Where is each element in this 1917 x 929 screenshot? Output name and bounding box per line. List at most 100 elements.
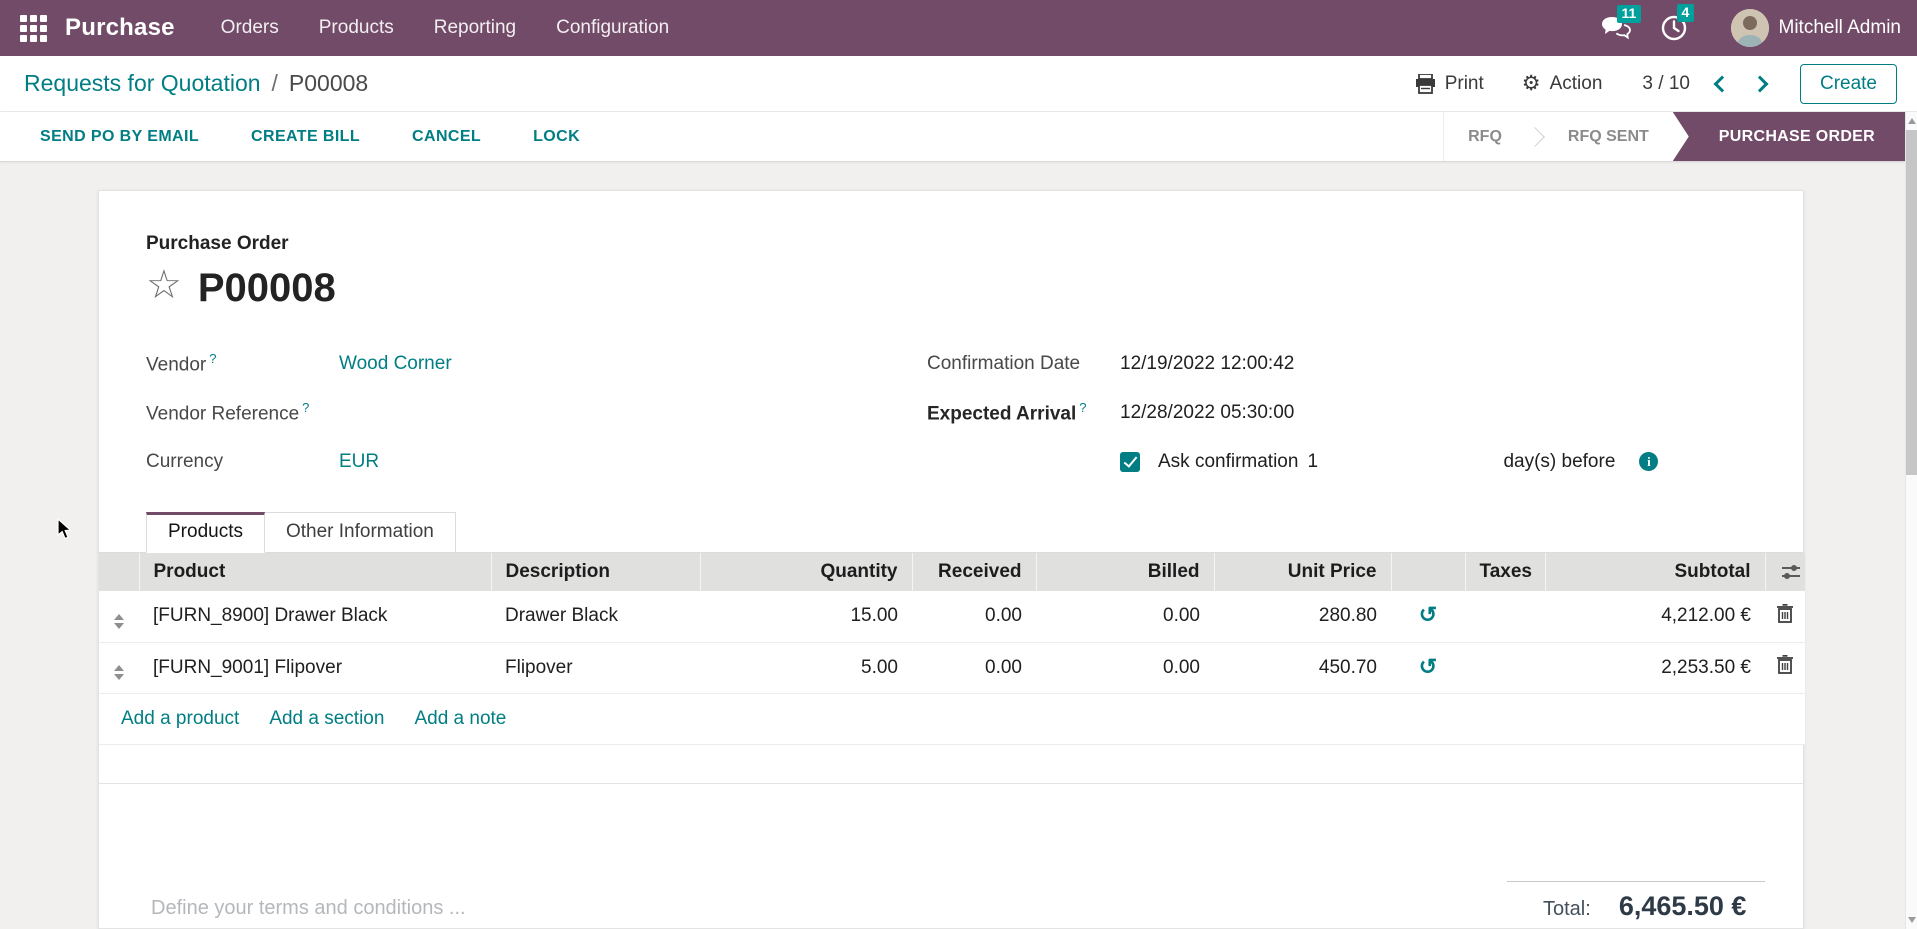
pager-next-icon[interactable] [1751, 75, 1769, 92]
tab-other-information[interactable]: Other Information [264, 512, 456, 552]
vertical-scrollbar[interactable] [1905, 112, 1917, 929]
menu-configuration[interactable]: Configuration [556, 17, 670, 38]
scroll-up-icon[interactable] [1908, 118, 1916, 124]
menu-products[interactable]: Products [318, 17, 394, 38]
ask-confirmation-suffix: day(s) before [1503, 450, 1616, 472]
help-icon: ? [209, 350, 217, 366]
tab-products[interactable]: Products [146, 512, 265, 553]
messages-count-badge: 11 [1616, 5, 1642, 24]
print-label: Print [1444, 72, 1484, 94]
cell-billed[interactable]: 0.00 [1036, 591, 1214, 642]
send-po-by-email-button[interactable]: SEND PO BY EMAIL [40, 127, 200, 145]
app-name[interactable]: Purchase [65, 14, 175, 41]
total-box: Total: 6,465.50 € [1507, 881, 1765, 922]
col-subtotal: Subtotal [1544, 553, 1765, 591]
terms-placeholder[interactable]: Define your terms and conditions ... [151, 897, 466, 919]
add-a-section-link[interactable]: Add a section [269, 707, 385, 729]
col-quantity: Quantity [699, 553, 912, 591]
currency-label: Currency [146, 450, 224, 472]
action-button[interactable]: ⚙ Action [1522, 73, 1603, 95]
drag-handle-icon[interactable] [114, 665, 124, 680]
cell-quantity[interactable]: 5.00 [700, 641, 912, 693]
cell-unit-price[interactable]: 280.80 [1214, 591, 1391, 642]
confirmation-date-field-row: Confirmation Date 12/19/2022 12:00:42 [927, 339, 1717, 388]
top-navbar: Purchase Orders Products Reporting Confi… [0, 0, 1917, 56]
cell-taxes[interactable] [1465, 591, 1545, 642]
vendor-value[interactable]: Wood Corner [339, 352, 452, 374]
history-column-header [1390, 553, 1465, 591]
create-bill-button[interactable]: CREATE BILL [251, 127, 361, 145]
currency-value[interactable]: EUR [339, 450, 380, 472]
table-row: [FURN_9001] Flipover Flipover 5.00 0.00 … [99, 641, 1805, 693]
user-name[interactable]: Mitchell Admin [1778, 17, 1902, 38]
status-step-rfq-sent[interactable]: RFQ SENT [1567, 127, 1649, 145]
add-line-row: Add a product Add a section Add a note [99, 692, 1805, 745]
status-bar: SEND PO BY EMAIL CREATE BILL CANCEL LOCK… [0, 112, 1917, 162]
breadcrumb-parent-link[interactable]: Requests for Quotation [24, 70, 261, 96]
cell-unit-price[interactable]: 450.70 [1214, 641, 1391, 693]
menu-orders[interactable]: Orders [220, 17, 279, 38]
vendor-reference-field-row: Vendor Reference? [146, 388, 846, 437]
drag-handle-icon[interactable] [114, 613, 124, 629]
cell-description[interactable]: Drawer Black [491, 591, 700, 642]
expected-arrival-value[interactable]: 12/28/2022 05:30:00 [1120, 401, 1295, 423]
order-lines-table: Product Description Quantity Received Bi… [99, 553, 1805, 745]
pager-previous-icon[interactable] [1713, 75, 1731, 92]
delete-line-icon[interactable] [1777, 603, 1793, 623]
lock-button[interactable]: LOCK [533, 127, 581, 145]
scrollbar-thumb[interactable] [1906, 130, 1917, 475]
cell-description[interactable]: Flipover [491, 641, 700, 693]
add-a-note-link[interactable]: Add a note [414, 707, 507, 729]
total-value: 6,465.50 € [1618, 891, 1747, 921]
cell-quantity[interactable]: 15.00 [700, 591, 912, 642]
delete-line-icon[interactable] [1777, 655, 1793, 674]
sliders-icon[interactable] [1780, 561, 1802, 582]
menu-reporting[interactable]: Reporting [433, 17, 517, 38]
ask-confirmation-days-field[interactable]: 1 [1307, 450, 1319, 472]
total-label: Total: [1543, 898, 1591, 920]
col-product: Product [138, 553, 491, 591]
action-label: Action [1549, 72, 1603, 94]
control-panel: Requests for Quotation / P00008 Print ⚙ … [0, 56, 1917, 112]
cell-taxes[interactable] [1465, 641, 1545, 693]
status-step-rfq[interactable]: RFQ [1468, 127, 1502, 145]
confirmation-date-value[interactable]: 12/19/2022 12:00:42 [1120, 352, 1295, 374]
price-history-icon[interactable]: ↺ [1418, 602, 1438, 628]
col-unit-price: Unit Price [1213, 553, 1391, 591]
help-icon: ? [302, 399, 310, 415]
breadcrumb-separator: / [271, 70, 278, 96]
cell-product[interactable]: [FURN_9001] Flipover [139, 641, 491, 693]
user-avatar[interactable] [1730, 9, 1769, 47]
cell-received[interactable]: 0.00 [912, 591, 1036, 642]
activities-button[interactable]: 4 [1661, 4, 1695, 41]
form-sheet: Purchase Order ☆ P00008 Vendor? Wood Cor… [98, 190, 1805, 929]
vendor-field-row: Vendor? Wood Corner [146, 339, 846, 388]
confirmation-date-label: Confirmation Date [927, 352, 1081, 374]
print-button[interactable]: Print [1415, 73, 1484, 95]
apps-grid-icon[interactable] [20, 14, 47, 42]
price-history-icon[interactable]: ↺ [1418, 653, 1438, 679]
ask-confirmation-row: Ask confirmation 1 day(s) before i [927, 437, 1717, 486]
cell-product[interactable]: [FURN_8900] Drawer Black [139, 591, 491, 642]
scroll-down-icon[interactable] [1908, 917, 1916, 923]
step-separator-icon [1524, 126, 1545, 147]
messages-button[interactable]: 11 [1601, 5, 1642, 40]
cancel-button[interactable]: CANCEL [412, 127, 482, 145]
notebook-tabs: Products Other Information [99, 512, 1803, 553]
status-step-purchase-order[interactable]: PURCHASE ORDER [1672, 112, 1905, 161]
cell-received[interactable]: 0.00 [912, 641, 1036, 693]
col-received: Received [911, 553, 1036, 591]
vendor-reference-label: Vendor Reference [146, 403, 300, 425]
handle-column-header [99, 553, 139, 591]
favorite-star-icon[interactable]: ☆ [146, 263, 182, 307]
create-button[interactable]: Create [1799, 63, 1897, 104]
add-a-product-link[interactable]: Add a product [121, 707, 240, 729]
clock-icon [1661, 15, 1687, 41]
gear-icon: ⚙ [1521, 72, 1541, 95]
breadcrumb-current: P00008 [288, 70, 369, 96]
document-name[interactable]: P00008 [197, 265, 336, 310]
breadcrumb: Requests for Quotation / P00008 [24, 70, 368, 97]
cell-billed[interactable]: 0.00 [1036, 641, 1214, 693]
expected-arrival-label: Expected Arrival [927, 403, 1077, 425]
ask-confirmation-checkbox[interactable] [1120, 451, 1140, 472]
